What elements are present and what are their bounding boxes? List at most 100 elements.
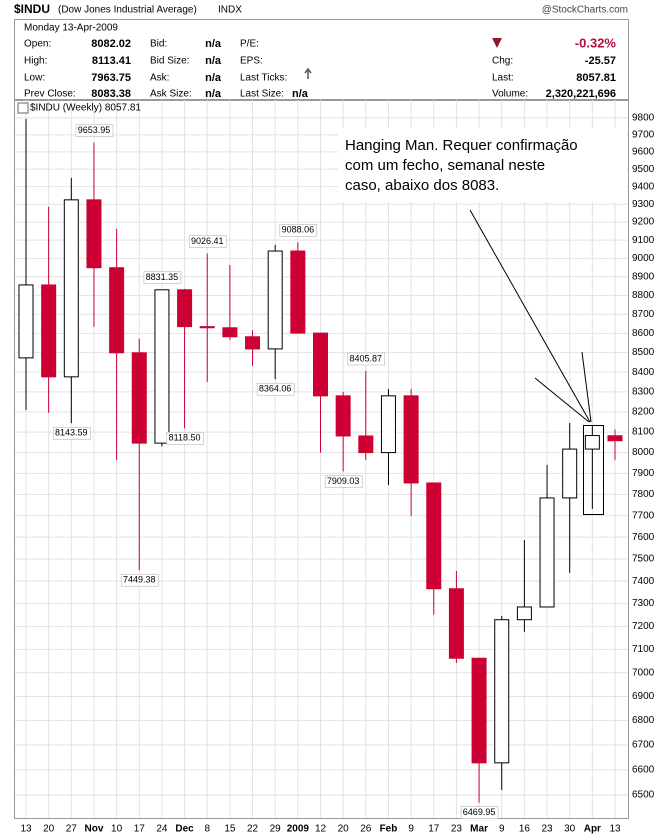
- field-value: 2,320,221,696: [546, 88, 616, 100]
- value-label: 8364.06: [259, 384, 292, 394]
- date: Monday 13-Apr-2009: [24, 23, 118, 34]
- candle-body: [471, 657, 487, 764]
- x-tick-label: 27: [66, 824, 78, 835]
- plot-area: [14, 100, 629, 819]
- field-label: EPS:: [240, 56, 263, 67]
- y-tick-label: 6800: [632, 715, 655, 726]
- y-tick-label: 7300: [632, 598, 655, 609]
- candle-body: [313, 332, 328, 397]
- y-tick-label: 7400: [632, 576, 655, 587]
- field-label: Prev Close:: [24, 89, 76, 100]
- field-value: n/a: [205, 55, 222, 67]
- x-tick-label: 2009: [287, 824, 310, 835]
- y-tick-label: 9800: [632, 113, 655, 124]
- y-tick-label: 7800: [632, 489, 655, 500]
- candle-body: [607, 435, 623, 442]
- field-label: High:: [24, 56, 47, 67]
- field-value: 8113.41: [92, 55, 131, 67]
- field-label: Bid Size:: [150, 56, 189, 67]
- annotation-text: Hanging Man. Requer confirmação: [345, 137, 578, 154]
- candle-body: [18, 284, 34, 359]
- value-label-box: [279, 224, 318, 237]
- candle-body: [245, 336, 261, 350]
- candle-body: [335, 395, 351, 437]
- x-tick-label: 20: [43, 824, 55, 835]
- x-tick-label: 17: [428, 824, 440, 835]
- y-tick-label: 8600: [632, 328, 655, 339]
- y-tick-label: 7600: [632, 532, 655, 543]
- annotation-arrows: [469, 209, 604, 515]
- value-label-box: [53, 426, 91, 440]
- value-label-box: [347, 352, 386, 366]
- exchange: INDX: [218, 5, 242, 16]
- x-tick-label: Mar: [470, 824, 488, 835]
- y-tick-label: 6500: [632, 790, 655, 801]
- candle-body: [426, 482, 442, 590]
- field-value: n/a: [205, 72, 222, 84]
- x-tick-label: 12: [315, 824, 327, 835]
- y-tick-label: 8100: [632, 427, 655, 438]
- candle-body: [109, 267, 125, 354]
- x-tick-label: 9: [499, 824, 505, 835]
- candle-body: [290, 250, 306, 334]
- field-label: P/E:: [240, 39, 259, 50]
- field-value: n/a: [205, 88, 222, 100]
- value-label-box: [188, 235, 227, 248]
- value-label: 8143.59: [55, 428, 88, 438]
- x-tick-label: 8: [204, 824, 210, 835]
- value-label: 8405.87: [350, 353, 383, 363]
- x-tick-label: Apr: [584, 824, 601, 835]
- y-tick-label: 7700: [632, 510, 655, 521]
- y-tick-label: 6900: [632, 691, 655, 702]
- field-value: 8082.02: [91, 38, 131, 50]
- value-label: 9026.41: [191, 236, 224, 246]
- y-tick-label: 8200: [632, 407, 655, 418]
- y-tick-label: 9500: [632, 164, 655, 175]
- field-label: Ask:: [150, 73, 169, 84]
- x-tick-label: Dec: [175, 824, 194, 835]
- candle-body: [222, 327, 238, 338]
- y-tick-label: 8500: [632, 347, 655, 358]
- candle-body: [380, 395, 396, 454]
- value-label-box: [121, 573, 159, 587]
- field-value: 8083.38: [91, 88, 131, 100]
- field-label: Low:: [24, 73, 45, 84]
- field-value: -25.57: [585, 55, 616, 67]
- x-tick-label: 15: [224, 824, 236, 835]
- field-value: 8057.81: [576, 72, 616, 84]
- x-tick-label: 10: [111, 824, 123, 835]
- x-tick-label: 9: [408, 824, 414, 835]
- x-tick-label: 30: [564, 824, 576, 835]
- field-label: Chg:: [492, 56, 513, 67]
- legend-icon: [17, 102, 29, 114]
- value-label-box: [256, 382, 295, 396]
- y-tick-label: 7900: [632, 468, 655, 479]
- x-tick-label: 17: [134, 824, 146, 835]
- candle-body: [199, 326, 215, 329]
- field-label: Bid:: [150, 39, 167, 50]
- value-label-box: [324, 475, 363, 488]
- value-label: 8831.35: [146, 272, 179, 282]
- candle-body: [448, 588, 464, 659]
- candle-body: [177, 289, 193, 328]
- x-tick-label: 22: [247, 824, 259, 835]
- y-tick-label: 9100: [632, 235, 655, 246]
- field-label: Volume:: [492, 89, 528, 100]
- annotation-box: [338, 128, 626, 202]
- value-label: 9088.06: [282, 225, 315, 235]
- field-value: 7963.75: [91, 72, 131, 84]
- y-tick-label: 8800: [632, 290, 655, 301]
- y-tick-label: 7500: [632, 554, 655, 565]
- candle-body: [539, 497, 555, 608]
- candle-body: [86, 199, 102, 269]
- candle-body: [403, 395, 419, 484]
- down-triangle: [492, 38, 502, 48]
- y-tick-label: 9300: [632, 199, 655, 210]
- symbol-name: (Dow Jones Industrial Average): [58, 5, 197, 16]
- field-label: Last Ticks:: [240, 73, 287, 84]
- value-label-box: [143, 271, 182, 284]
- y-tick-label: 8000: [632, 447, 655, 458]
- value-label: 7449.38: [123, 575, 156, 585]
- y-tick-label: 9700: [632, 129, 655, 140]
